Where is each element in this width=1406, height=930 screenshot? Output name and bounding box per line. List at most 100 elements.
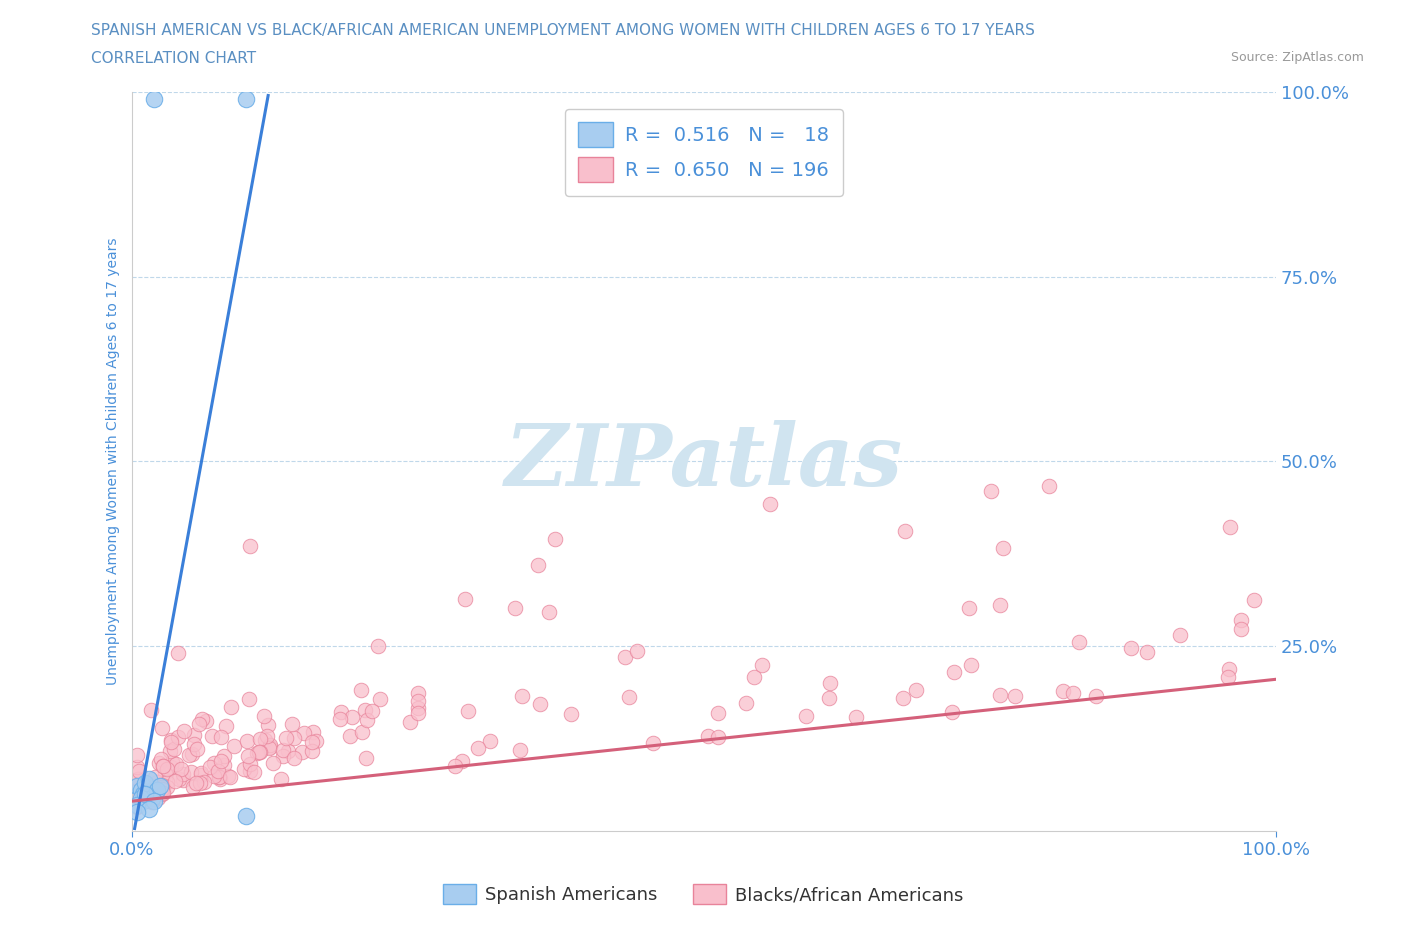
Point bbox=[202, 768, 225, 783]
Point bbox=[367, 639, 389, 654]
Point bbox=[209, 729, 232, 744]
Point bbox=[249, 745, 271, 760]
Point bbox=[253, 709, 276, 724]
Y-axis label: Unemployment Among Women with Children Ages 6 to 17 years: Unemployment Among Women with Children A… bbox=[107, 237, 121, 685]
Point bbox=[152, 786, 174, 801]
Point bbox=[163, 774, 186, 789]
Point bbox=[239, 538, 262, 553]
Point bbox=[617, 689, 640, 704]
Point bbox=[127, 779, 149, 794]
Point bbox=[271, 749, 294, 764]
Point bbox=[215, 719, 238, 734]
Point bbox=[1084, 688, 1107, 703]
Point bbox=[198, 760, 221, 775]
Point bbox=[1168, 628, 1191, 643]
Point bbox=[193, 775, 215, 790]
Point bbox=[292, 725, 315, 740]
Point bbox=[127, 760, 149, 775]
Point bbox=[160, 733, 183, 748]
Point bbox=[236, 748, 259, 763]
Point bbox=[529, 697, 551, 711]
Point bbox=[257, 718, 280, 733]
Point bbox=[271, 742, 294, 757]
Point bbox=[283, 751, 305, 765]
Point bbox=[1218, 661, 1240, 676]
Point bbox=[759, 496, 782, 511]
Point bbox=[172, 772, 194, 787]
Point bbox=[353, 702, 375, 717]
Point bbox=[217, 768, 239, 783]
Point bbox=[150, 780, 173, 795]
Point bbox=[160, 759, 183, 774]
Point bbox=[202, 756, 225, 771]
Point bbox=[450, 753, 472, 768]
Point bbox=[141, 790, 163, 805]
Point bbox=[257, 740, 280, 755]
Point bbox=[233, 762, 256, 777]
Point bbox=[479, 733, 502, 748]
Point bbox=[136, 789, 159, 804]
Point bbox=[1038, 479, 1060, 494]
Point bbox=[526, 557, 548, 572]
Point bbox=[735, 696, 758, 711]
Point bbox=[152, 758, 174, 773]
Point bbox=[166, 645, 188, 660]
Point bbox=[238, 692, 260, 707]
Point bbox=[201, 728, 224, 743]
Point bbox=[208, 772, 231, 787]
Point bbox=[270, 771, 292, 786]
Point bbox=[1219, 519, 1241, 534]
Legend: Spanish Americans, Blacks/African Americans: Spanish Americans, Blacks/African Americ… bbox=[436, 876, 970, 911]
Point bbox=[235, 808, 257, 823]
Point bbox=[457, 703, 479, 718]
Point bbox=[626, 644, 648, 658]
Point bbox=[177, 748, 200, 763]
Point bbox=[145, 775, 167, 790]
Point bbox=[132, 794, 155, 809]
Point bbox=[141, 795, 163, 810]
Point bbox=[942, 665, 965, 680]
Point bbox=[356, 712, 378, 727]
Point bbox=[256, 728, 278, 743]
Point bbox=[253, 733, 276, 748]
Point bbox=[235, 92, 257, 107]
Point bbox=[247, 745, 270, 760]
Point bbox=[129, 793, 152, 808]
Legend: R =  0.516   N =   18, R =  0.650   N = 196: R = 0.516 N = 18, R = 0.650 N = 196 bbox=[565, 109, 842, 196]
Point bbox=[277, 743, 299, 758]
Point bbox=[184, 776, 207, 790]
Point bbox=[195, 713, 218, 728]
Point bbox=[1067, 634, 1090, 649]
Point bbox=[180, 765, 202, 780]
Point bbox=[165, 757, 187, 772]
Point bbox=[751, 658, 773, 672]
Point bbox=[141, 703, 163, 718]
Point bbox=[339, 729, 361, 744]
Point bbox=[398, 714, 420, 729]
Point bbox=[993, 541, 1015, 556]
Point bbox=[350, 724, 373, 739]
Point bbox=[1136, 644, 1159, 659]
Point bbox=[127, 799, 149, 814]
Point bbox=[454, 591, 477, 606]
Point bbox=[138, 801, 160, 816]
Point bbox=[127, 782, 149, 797]
Point bbox=[512, 688, 534, 703]
Point bbox=[143, 92, 166, 107]
Point bbox=[149, 751, 172, 766]
Point bbox=[503, 600, 526, 615]
Point bbox=[219, 699, 242, 714]
Point bbox=[127, 772, 149, 787]
Point bbox=[246, 746, 269, 761]
Point bbox=[127, 781, 149, 796]
Point bbox=[143, 794, 166, 809]
Point bbox=[330, 705, 353, 720]
Point bbox=[134, 787, 156, 802]
Point bbox=[181, 746, 204, 761]
Point bbox=[354, 751, 377, 765]
Point bbox=[160, 754, 183, 769]
Point bbox=[222, 739, 245, 754]
Text: ZIPatlas: ZIPatlas bbox=[505, 419, 903, 503]
Point bbox=[127, 790, 149, 804]
Point bbox=[613, 650, 636, 665]
